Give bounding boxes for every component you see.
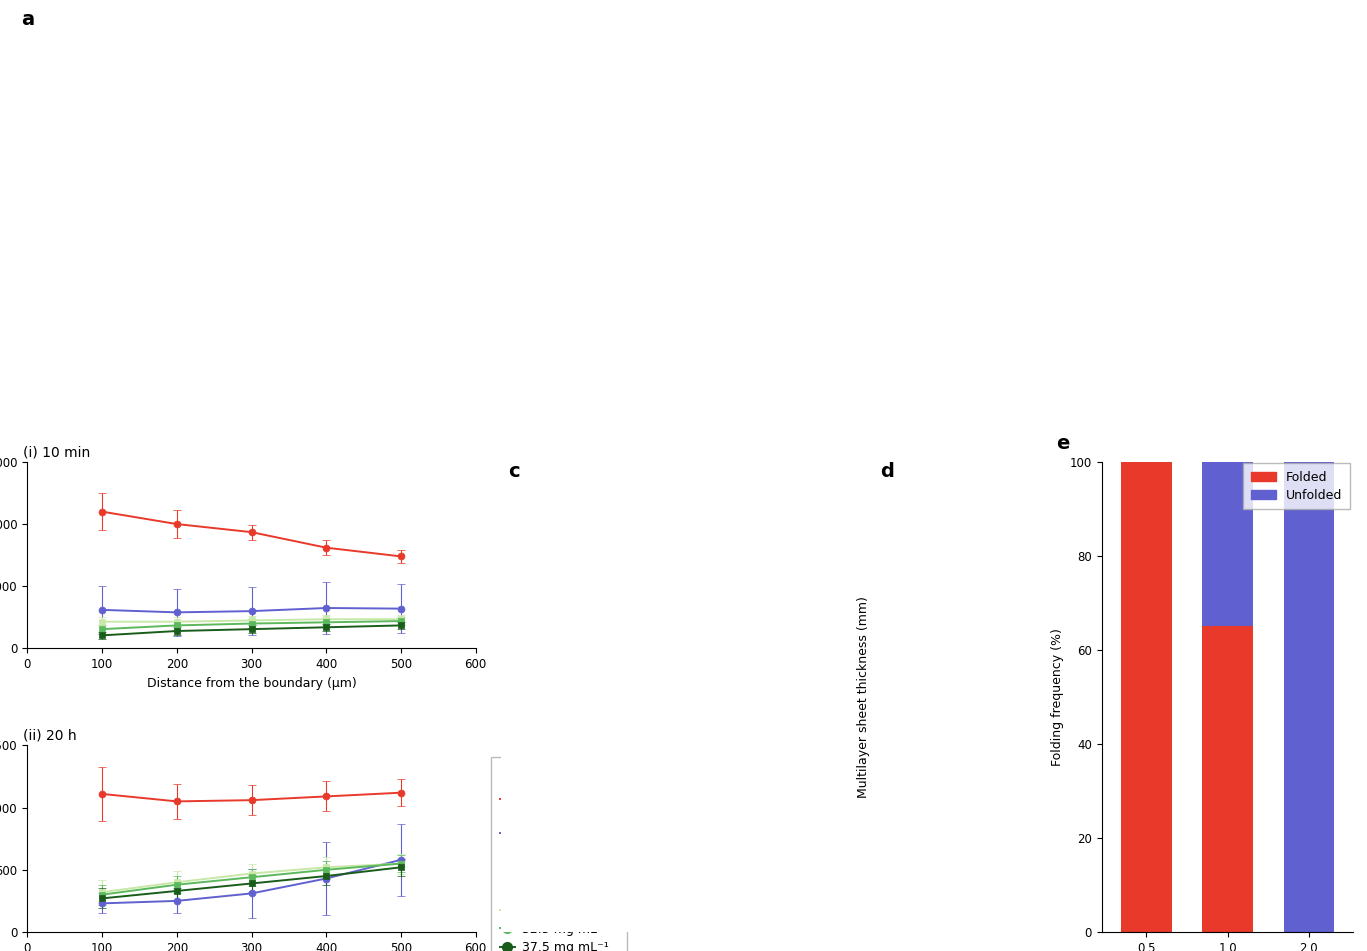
Text: c: c <box>507 462 519 481</box>
Text: d: d <box>879 462 894 481</box>
Text: (i) 10 min: (i) 10 min <box>23 445 90 459</box>
Y-axis label: Multilayer sheet thickness (mm): Multilayer sheet thickness (mm) <box>857 596 869 798</box>
Text: a: a <box>21 10 34 29</box>
Text: (ii) 20 h: (ii) 20 h <box>23 728 77 743</box>
Bar <box>1284 462 1334 932</box>
Y-axis label: Folding frequency (%): Folding frequency (%) <box>1051 628 1065 766</box>
Legend: Folded, Unfolded: Folded, Unfolded <box>1243 463 1349 510</box>
Text: e: e <box>1057 434 1070 453</box>
Bar <box>1203 462 1252 627</box>
Legend: Pure alginate, Negative
control, Positive
control,  , Bio-inks
(gelatin conc.), : Pure alginate, Negative control, Positiv… <box>491 757 627 951</box>
Bar <box>1203 627 1252 932</box>
Bar <box>1121 462 1172 932</box>
X-axis label: Distance from the boundary (μm): Distance from the boundary (μm) <box>146 677 357 689</box>
